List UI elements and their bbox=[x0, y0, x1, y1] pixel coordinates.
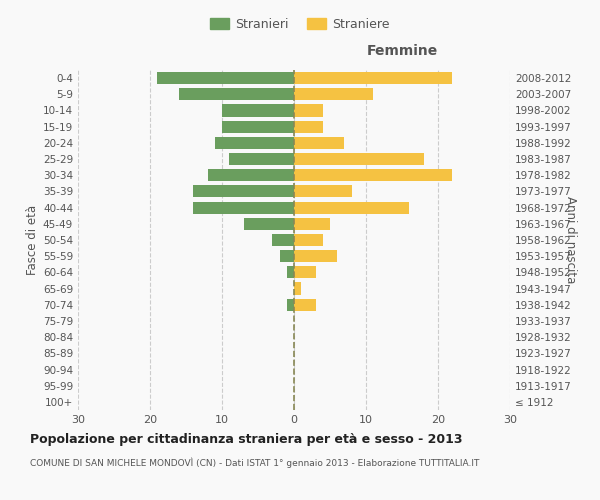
Bar bbox=[229, 153, 294, 165]
Bar bbox=[208, 169, 294, 181]
Bar bbox=[294, 202, 409, 213]
Text: COMUNE DI SAN MICHELE MONDOVÌ (CN) - Dati ISTAT 1° gennaio 2013 - Elaborazione T: COMUNE DI SAN MICHELE MONDOVÌ (CN) - Dat… bbox=[30, 458, 479, 468]
Y-axis label: Anni di nascita: Anni di nascita bbox=[564, 196, 577, 284]
Bar bbox=[294, 104, 323, 117]
Bar bbox=[294, 298, 316, 311]
Bar bbox=[193, 186, 294, 198]
Bar bbox=[294, 137, 344, 149]
Text: Popolazione per cittadinanza straniera per età e sesso - 2013: Popolazione per cittadinanza straniera p… bbox=[30, 432, 463, 446]
Bar bbox=[272, 234, 294, 246]
Bar bbox=[294, 88, 373, 101]
Bar bbox=[294, 186, 352, 198]
Text: Femmine: Femmine bbox=[367, 44, 437, 58]
Bar bbox=[215, 137, 294, 149]
Bar bbox=[294, 266, 316, 278]
Bar bbox=[294, 282, 301, 294]
Bar bbox=[294, 169, 452, 181]
Bar bbox=[287, 266, 294, 278]
Bar bbox=[294, 234, 323, 246]
Bar bbox=[280, 250, 294, 262]
Bar bbox=[294, 72, 452, 84]
Bar bbox=[222, 120, 294, 132]
Bar bbox=[157, 72, 294, 84]
Bar bbox=[294, 218, 330, 230]
Bar bbox=[294, 120, 323, 132]
Y-axis label: Fasce di età: Fasce di età bbox=[26, 205, 39, 275]
Bar bbox=[287, 298, 294, 311]
Legend: Stranieri, Straniere: Stranieri, Straniere bbox=[204, 11, 396, 37]
Bar bbox=[244, 218, 294, 230]
Bar bbox=[294, 153, 424, 165]
Bar bbox=[222, 104, 294, 117]
Bar bbox=[179, 88, 294, 101]
Bar bbox=[294, 250, 337, 262]
Bar bbox=[193, 202, 294, 213]
